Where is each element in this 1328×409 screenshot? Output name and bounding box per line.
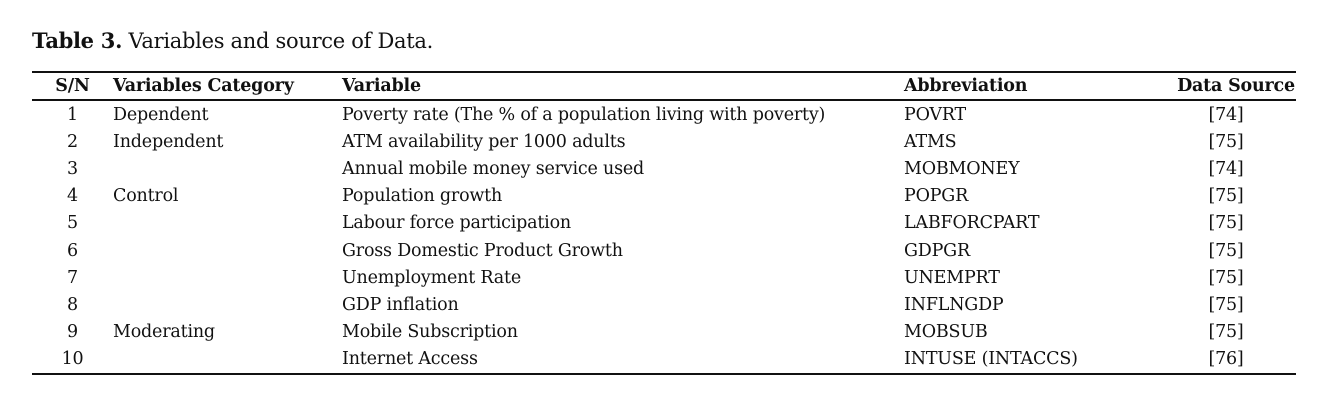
- cell-variable: ATM availability per 1000 adults: [342, 131, 626, 152]
- cell-variable: Internet Access: [342, 349, 478, 370]
- cell-abbreviation: INFLNGDP: [904, 294, 1004, 315]
- cell-sn: 6: [67, 240, 78, 261]
- table-row: 8 GDP inflation INFLNGDP [75]: [32, 291, 1296, 318]
- cell-abbreviation: UNEMPRT: [904, 267, 1000, 288]
- cell-category: [113, 155, 342, 182]
- cell-category: Dependent: [113, 104, 209, 125]
- caption-label: Table 3.: [32, 28, 123, 53]
- table-row: 9 Moderating Mobile Subscription MOBSUB [75]: [32, 319, 1296, 346]
- cell-abbreviation: MOBSUB: [904, 322, 988, 343]
- caption-text: Variables and source of Data.: [128, 29, 433, 53]
- cell-abbreviation: INTUSE (INTACCS): [904, 349, 1078, 370]
- cell-data-source: [75]: [1208, 322, 1244, 343]
- cell-variable: Mobile Subscription: [342, 322, 518, 343]
- cell-sn: 10: [61, 349, 84, 370]
- cell-data-source: [75]: [1208, 267, 1244, 288]
- cell-category: Independent: [113, 131, 224, 152]
- cell-variable: GDP inflation: [342, 294, 459, 315]
- table-row: 7 Unemployment Rate UNEMPRT [75]: [32, 264, 1296, 291]
- cell-category: [113, 237, 342, 264]
- variables-table: S/N Variables Category Variable Abbrevia…: [32, 71, 1296, 375]
- header-sn: S/N: [55, 76, 90, 96]
- cell-sn: 3: [67, 158, 78, 179]
- header-row: S/N Variables Category Variable Abbrevia…: [32, 72, 1296, 100]
- cell-abbreviation: ATMS: [904, 131, 957, 152]
- cell-variable: Annual mobile money service used: [342, 158, 645, 179]
- header-abbreviation: Abbreviation: [904, 76, 1028, 96]
- table-row: 1 Dependent Poverty rate (The % of a popul…: [32, 100, 1296, 128]
- cell-abbreviation: POVRT: [904, 104, 966, 125]
- cell-data-source: [75]: [1208, 240, 1244, 261]
- cell-abbreviation: LABFORCPART: [904, 213, 1040, 234]
- table-row: 5 Labour force participation LABFORCPART [7…: [32, 210, 1296, 237]
- cell-data-source: [74]: [1208, 158, 1244, 179]
- cell-variable: Population growth: [342, 186, 503, 207]
- table-row: 6 Gross Domestic Product Growth GDPGR [75]: [32, 237, 1296, 264]
- cell-sn: 5: [67, 213, 78, 234]
- cell-sn: 2: [67, 131, 78, 152]
- cell-data-source: [74]: [1208, 104, 1244, 125]
- header-data-source: Data Source: [1177, 76, 1295, 96]
- cell-sn: 9: [67, 322, 78, 343]
- cell-category: [113, 346, 342, 374]
- cell-sn: 8: [67, 294, 78, 315]
- cell-sn: 4: [67, 186, 78, 207]
- cell-variable: Gross Domestic Product Growth: [342, 240, 623, 261]
- table-row: 2 Independent ATM availability per 1000 ad…: [32, 128, 1296, 155]
- cell-variable: Labour force participation: [342, 213, 571, 234]
- cell-data-source: [75]: [1208, 131, 1244, 152]
- cell-abbreviation: MOBMONEY: [904, 158, 1020, 179]
- header-category: Variables Category: [113, 76, 294, 96]
- table-row: 4 Control Population growth POPGR [75]: [32, 183, 1296, 210]
- cell-abbreviation: GDPGR: [904, 240, 970, 261]
- cell-category: [113, 291, 342, 318]
- cell-sn: 7: [67, 267, 78, 288]
- cell-sn: 1: [67, 104, 78, 125]
- header-variable: Variable: [342, 76, 421, 96]
- cell-data-source: [75]: [1208, 213, 1244, 234]
- cell-data-source: [75]: [1208, 186, 1244, 207]
- cell-variable: Poverty rate (The % of a population livi…: [342, 104, 826, 125]
- cell-data-source: [75]: [1208, 294, 1244, 315]
- cell-data-source: [76]: [1208, 349, 1244, 370]
- table-row: 3 Annual mobile money service used MOBMONE…: [32, 155, 1296, 182]
- cell-abbreviation: POPGR: [904, 186, 969, 207]
- table-row: 10 Internet Access INTUSE (INTACCS) [76]: [32, 346, 1296, 374]
- table-caption: Table 3. Variables and source of Data.: [32, 28, 433, 53]
- cell-category: Control: [113, 186, 179, 207]
- cell-variable: Unemployment Rate: [342, 267, 522, 288]
- cell-category: [113, 264, 342, 291]
- cell-category: Moderating: [113, 322, 215, 343]
- cell-category: [113, 210, 342, 237]
